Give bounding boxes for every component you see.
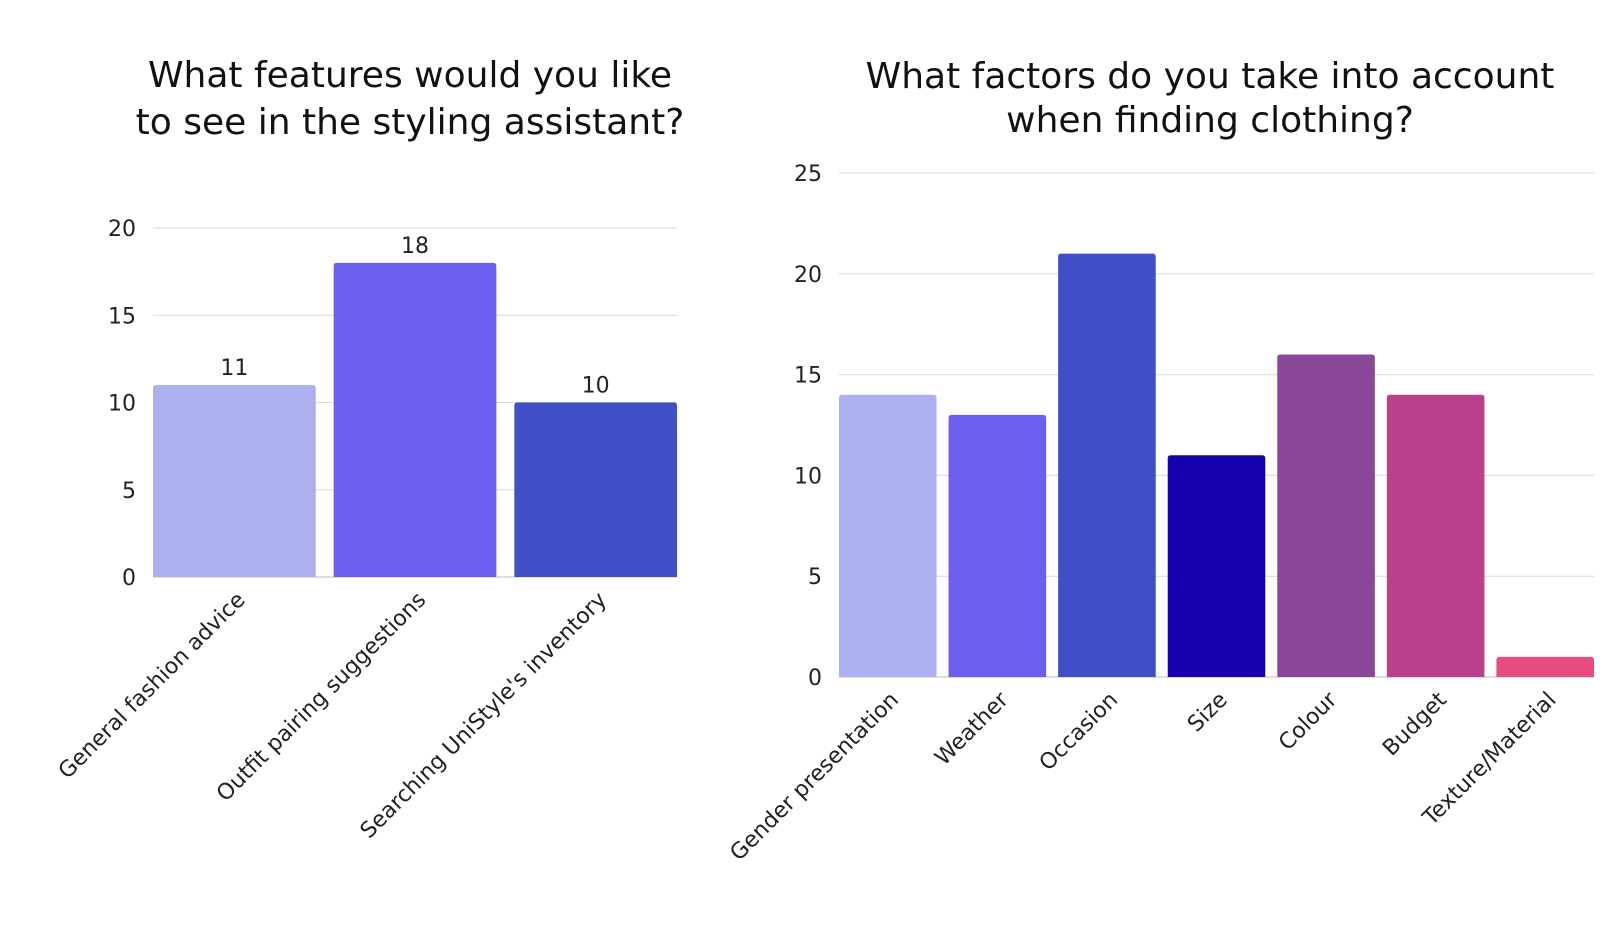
chart-2-y-tick-label: 15: [794, 364, 822, 389]
chart-2-y-tick-label: 0: [808, 666, 822, 691]
chart-1-x-tick-label: Outfit pairing suggestions: [212, 588, 431, 807]
chart-1-y-tick-label: 0: [122, 566, 136, 591]
chart-2-x-tick-label: Size: [1183, 688, 1233, 738]
chart-2-bar-occasion: [1058, 253, 1156, 677]
chart-1-data-label: 11: [220, 356, 248, 381]
chart-1-y-tick-label: 10: [108, 392, 136, 417]
chart-1-data-label: 10: [582, 374, 610, 399]
chart-1-bar-outfit-pairing-suggestions: [333, 262, 497, 577]
chart-2-bar-texture-material: [1496, 656, 1594, 677]
chart-1-title: What features would you like to see in t…: [135, 55, 685, 143]
chart-2-bar-budget: [1386, 394, 1485, 677]
chart-2-factors: 0 5 10 15 20 25 Gender presentation Weather Occa…: [726, 162, 1594, 866]
chart-2-x-tick-label: Weather: [930, 687, 1014, 771]
chart-2-title: What factors do you take into account wh…: [865, 56, 1555, 141]
chart-1-x-tick-label: General fashion advice: [54, 588, 251, 785]
chart-1-data-label: 18: [401, 234, 429, 259]
chart-2-x-tick-label: Colour: [1274, 687, 1343, 756]
chart-2-x-tick-label: Budget: [1378, 687, 1452, 761]
chart-1-y-tick-label: 15: [108, 304, 136, 329]
chart-2-bar-gender-presentation: [839, 394, 937, 677]
chart-1-bar-general-fashion-advice: [153, 385, 316, 577]
chart-2-bar-size: [1167, 455, 1266, 677]
chart-2-y-tick-label: 20: [794, 263, 822, 288]
chart-1-y-tick-label: 20: [108, 217, 136, 242]
chart-2-y-tick-label: 5: [808, 565, 822, 590]
chart-1-y-tick-label: 5: [122, 479, 136, 504]
chart-2-y-tick-label: 10: [794, 464, 822, 489]
chart-2-bar-weather: [948, 414, 1047, 677]
chart-2-x-tick-label: Gender presentation: [726, 688, 904, 866]
chart-2-x-tick-label: Occasion: [1035, 688, 1123, 776]
chart-1-features: 0 5 10 15 20 11 General fashion advice 18 Outfit…: [54, 217, 677, 844]
chart-2-bar-colour: [1277, 354, 1375, 677]
chart-1-bar-searching-unistyle-s-inventory: [514, 402, 677, 577]
chart-2-y-tick-label: 25: [794, 162, 822, 187]
